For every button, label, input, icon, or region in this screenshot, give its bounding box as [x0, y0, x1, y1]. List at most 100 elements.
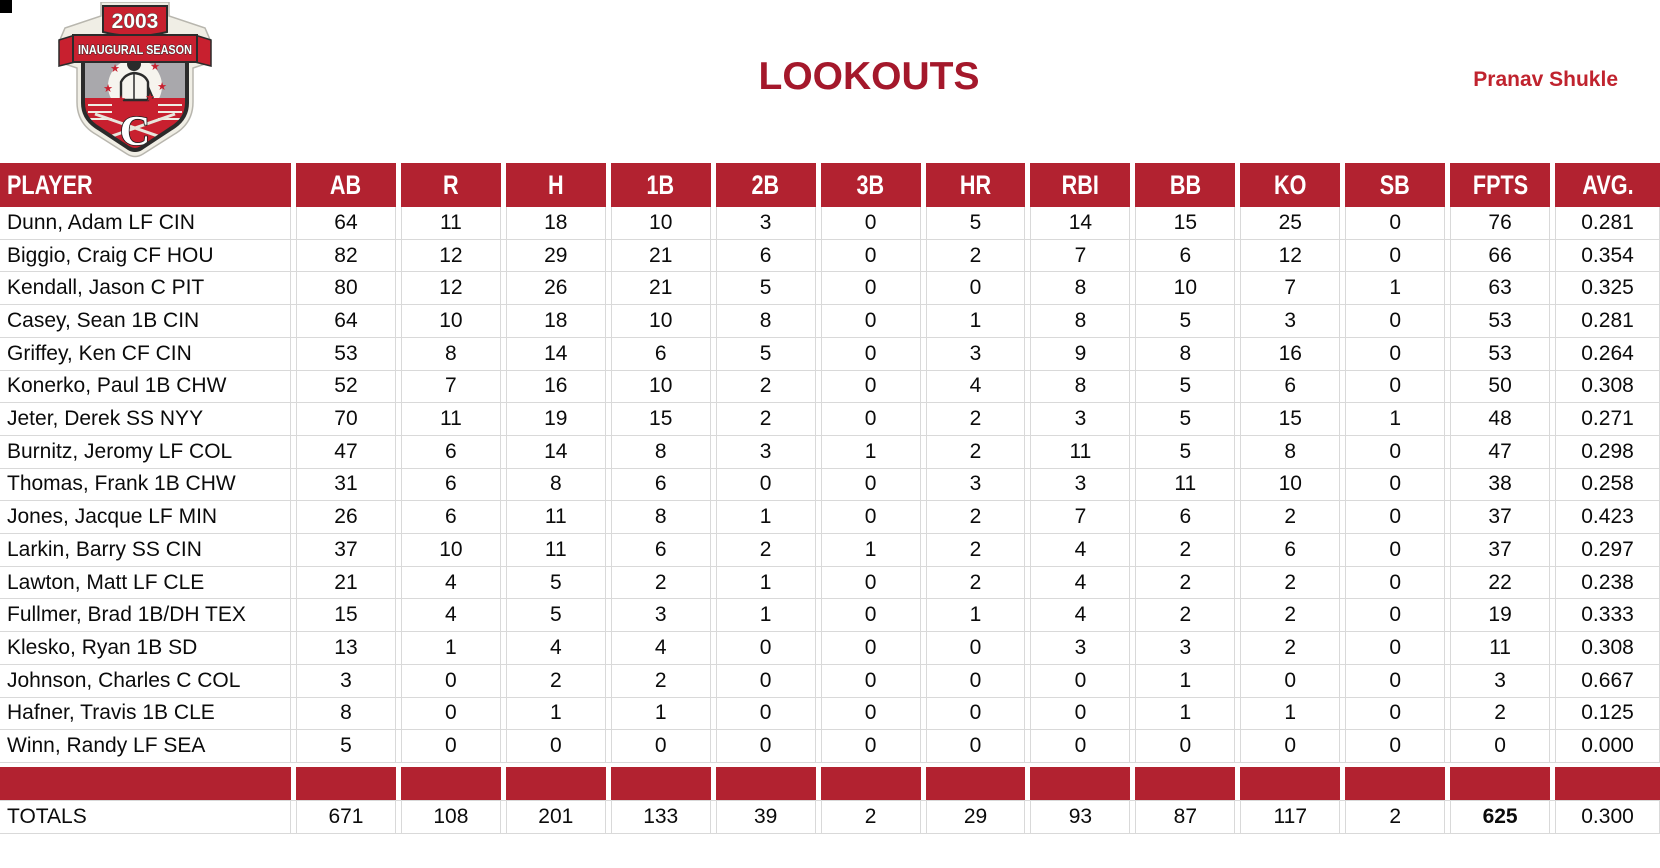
- stat-cell: 11: [1450, 632, 1555, 664]
- separator-cell: [1030, 766, 1136, 800]
- stat-cell: 0: [821, 272, 926, 304]
- stat-cell: 0: [1345, 567, 1450, 599]
- stat-cell: 80: [296, 272, 401, 304]
- stat-cell: 6: [1135, 240, 1240, 272]
- stat-cell: 6: [611, 338, 716, 370]
- stat-cell: 2: [716, 371, 821, 403]
- column-header-label: FPTS: [1472, 169, 1528, 200]
- stat-cell: 10: [1135, 272, 1240, 304]
- stat-cell: 9: [1030, 338, 1135, 370]
- stat-cell: 2: [1240, 501, 1345, 533]
- column-header-3b: 3B: [820, 163, 926, 207]
- separator-cell: [1555, 766, 1660, 800]
- team-logo-2003-inaugural-season: C ★ ★ ★ ★ ★ ★ INAUGURAL SEASON 2003: [58, 2, 212, 158]
- player-cell: Jeter, Derek SS NYY: [0, 403, 296, 435]
- stat-cell: 1: [1135, 698, 1240, 730]
- stat-cell: 82: [296, 240, 401, 272]
- stat-cell: 10: [401, 305, 506, 337]
- svg-text:★: ★: [145, 92, 155, 104]
- stat-cell: 47: [296, 436, 401, 468]
- stat-cell: 0: [926, 632, 1031, 664]
- total-cell: 93: [1030, 801, 1135, 833]
- stat-cell: 2: [1450, 698, 1555, 730]
- player-cell: Burnitz, Jeromy LF COL: [0, 436, 296, 468]
- separator-cell: [820, 766, 926, 800]
- separator-cell: [715, 766, 821, 800]
- stat-cell: 3: [1450, 665, 1555, 697]
- player-cell: Thomas, Frank 1B CHW: [0, 469, 296, 501]
- stat-cell: 2: [1240, 567, 1345, 599]
- total-cell: 201: [506, 801, 611, 833]
- stat-cell: 3: [716, 207, 821, 239]
- stat-cell: 21: [611, 240, 716, 272]
- stat-cell: 1: [401, 632, 506, 664]
- total-cell: 625: [1450, 801, 1555, 833]
- separator-cell: [1240, 766, 1346, 800]
- stat-cell: 8: [1030, 305, 1135, 337]
- stat-cell: 29: [506, 240, 611, 272]
- column-header-ko: KO: [1240, 163, 1346, 207]
- stat-cell: 6: [716, 240, 821, 272]
- stat-cell: 52: [296, 371, 401, 403]
- stat-cell: 14: [506, 436, 611, 468]
- stat-cell: 1: [716, 599, 821, 631]
- column-header-avg: AVG.: [1555, 163, 1660, 207]
- column-header-label: 3B: [856, 169, 885, 200]
- table-row: Thomas, Frank 1B CHW 31 6 8 6 0 0 3 3 11 10 0 38 0.25…: [0, 469, 1660, 502]
- page-title: LOOKOUTS: [758, 55, 980, 98]
- stat-cell: 12: [1240, 240, 1345, 272]
- stat-cell: 0: [821, 338, 926, 370]
- stat-cell: 2: [1135, 567, 1240, 599]
- stat-cell: 11: [1135, 469, 1240, 501]
- stat-cell: 12: [401, 240, 506, 272]
- stat-cell: 0: [716, 665, 821, 697]
- player-cell: Larkin, Barry SS CIN: [0, 534, 296, 566]
- table-row: Konerko, Paul 1B CHW 52 7 16 10 2 0 4 8 5 6 0 50 0.30…: [0, 371, 1660, 404]
- stat-cell: 2: [926, 436, 1031, 468]
- stat-cell: 21: [296, 567, 401, 599]
- stat-cell: 0: [1345, 469, 1450, 501]
- stat-cell: 4: [1030, 599, 1135, 631]
- table-row: Johnson, Charles C COL 3 0 2 2 0 0 0 0 1 0 0 3 0.667: [0, 665, 1660, 698]
- stat-cell: 1: [506, 698, 611, 730]
- stat-cell: 2: [611, 665, 716, 697]
- table-body: Dunn, Adam LF CIN 64 11 18 10 3 0 5 14 15 25 0 76 0.2…: [0, 207, 1660, 763]
- stat-cell: 0: [1450, 730, 1555, 762]
- stat-cell: 6: [401, 469, 506, 501]
- player-cell: Johnson, Charles C COL: [0, 665, 296, 697]
- stat-cell: 0.308: [1555, 632, 1660, 664]
- stat-cell: 50: [1450, 371, 1555, 403]
- stat-cell: 5: [1135, 436, 1240, 468]
- stat-cell: 4: [1030, 534, 1135, 566]
- stat-cell: 3: [611, 599, 716, 631]
- player-cell: Dunn, Adam LF CIN: [0, 207, 296, 239]
- stat-cell: 0: [821, 599, 926, 631]
- stat-cell: 8: [611, 436, 716, 468]
- stat-cell: 31: [296, 469, 401, 501]
- svg-text:★: ★: [116, 94, 126, 106]
- stat-cell: 8: [1030, 272, 1135, 304]
- stat-cell: 0: [1345, 436, 1450, 468]
- stat-cell: 0: [1135, 730, 1240, 762]
- stat-cell: 0: [821, 501, 926, 533]
- stat-cell: 2: [716, 534, 821, 566]
- stat-cell: 64: [296, 305, 401, 337]
- stat-cell: 5: [506, 599, 611, 631]
- separator-cell: [296, 766, 401, 800]
- stat-cell: 0: [1345, 534, 1450, 566]
- corner-mark: [0, 0, 12, 13]
- column-header-label: SB: [1380, 169, 1411, 200]
- column-header-label: AB: [330, 169, 362, 200]
- stat-cell: 6: [1135, 501, 1240, 533]
- stat-cell: 5: [926, 207, 1031, 239]
- stat-cell: 37: [1450, 534, 1555, 566]
- svg-text:★: ★: [110, 63, 120, 75]
- stat-cell: 7: [1240, 272, 1345, 304]
- stat-cell: 38: [1450, 469, 1555, 501]
- stat-cell: 0.281: [1555, 305, 1660, 337]
- separator-cell: [925, 766, 1031, 800]
- stat-cell: 1: [716, 567, 821, 599]
- stat-cell: 66: [1450, 240, 1555, 272]
- stat-cell: 11: [506, 534, 611, 566]
- table-row: Biggio, Craig CF HOU 82 12 29 21 6 0 2 7 6 12 0 66 0.…: [0, 240, 1660, 273]
